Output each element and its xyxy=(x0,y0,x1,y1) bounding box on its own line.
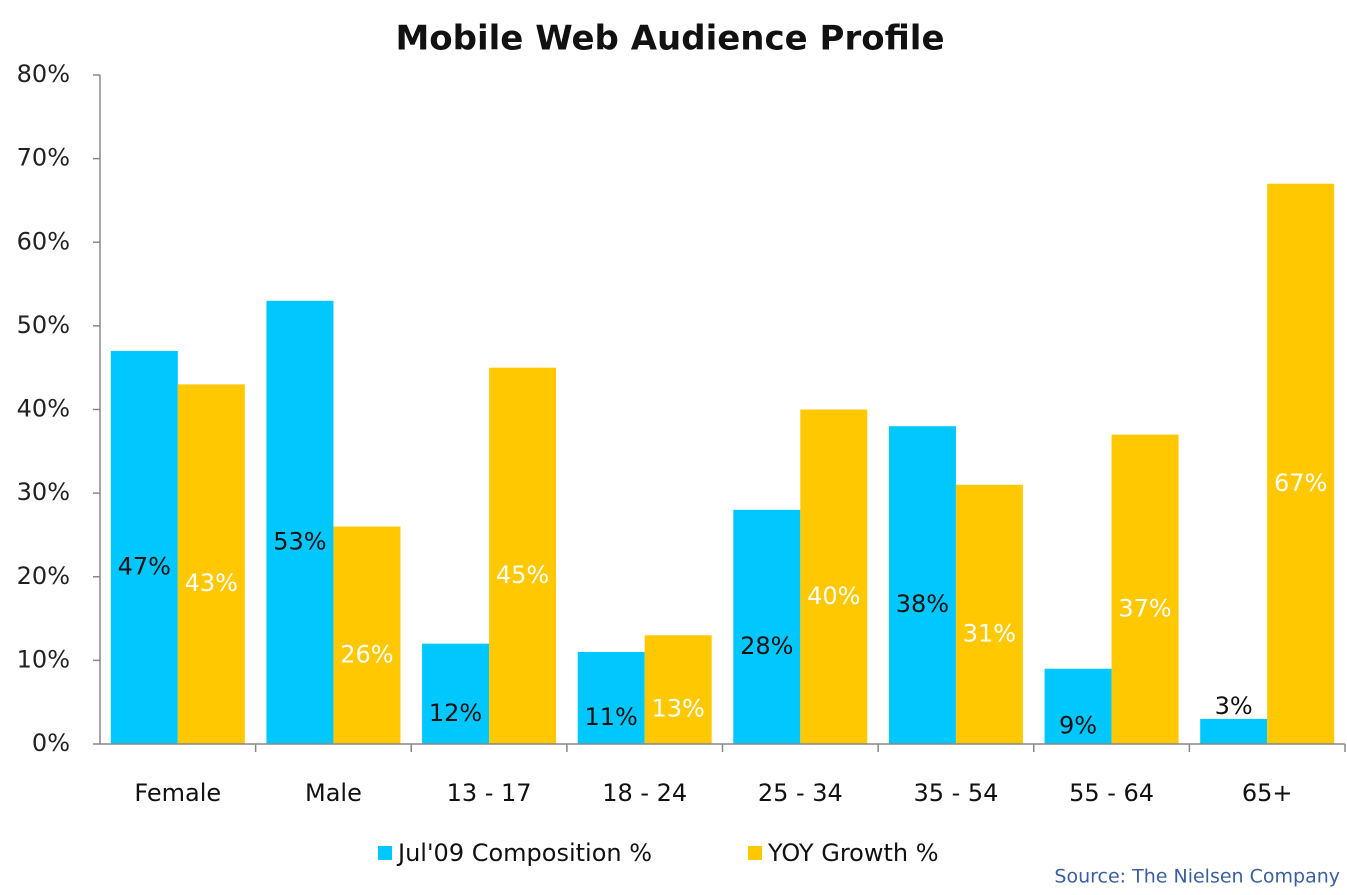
bar xyxy=(733,509,801,744)
bar xyxy=(644,635,712,744)
x-tick-label: 13 - 17 xyxy=(447,779,532,807)
chart-title: Mobile Web Audience Profile xyxy=(395,19,944,59)
x-tick-label: 25 - 34 xyxy=(758,779,843,807)
x-tick-label: Male xyxy=(305,779,362,807)
bar xyxy=(577,652,645,744)
value-label: 9% xyxy=(1059,711,1097,739)
bar xyxy=(888,426,956,744)
value-label: 12% xyxy=(429,699,482,727)
bar xyxy=(1044,668,1112,744)
x-tick-label: 35 - 54 xyxy=(913,779,998,807)
bar xyxy=(800,409,868,744)
y-tick-label: 50% xyxy=(17,311,70,339)
value-label: 53% xyxy=(273,527,326,555)
value-label: 38% xyxy=(896,590,949,618)
bar xyxy=(422,643,490,744)
value-label: 43% xyxy=(185,569,238,597)
y-tick-label: 0% xyxy=(32,729,70,757)
bar xyxy=(955,484,1023,744)
value-label: 37% xyxy=(1118,594,1171,622)
value-label: 3% xyxy=(1215,692,1253,720)
bar xyxy=(266,300,334,744)
legend-label: YOY Growth % xyxy=(767,839,939,867)
value-label: 67% xyxy=(1274,469,1327,497)
y-tick-label: 20% xyxy=(17,562,70,590)
bar xyxy=(489,367,557,744)
bar xyxy=(333,526,401,744)
bar xyxy=(110,350,178,744)
bar xyxy=(1200,718,1268,744)
value-label: 31% xyxy=(963,619,1016,647)
value-label: 28% xyxy=(740,632,793,660)
legend-label: Jul'09 Composition % xyxy=(396,839,652,867)
legend-swatch xyxy=(748,846,762,860)
y-tick-label: 80% xyxy=(17,60,70,88)
legend-swatch xyxy=(378,846,392,860)
y-tick-label: 40% xyxy=(17,395,70,423)
y-tick-label: 30% xyxy=(17,478,70,506)
x-tick-label: 18 - 24 xyxy=(602,779,687,807)
x-tick-label: 65+ xyxy=(1242,779,1293,807)
x-tick-label: 55 - 64 xyxy=(1069,779,1154,807)
value-label: 11% xyxy=(585,703,638,731)
y-tick-label: 10% xyxy=(17,645,70,673)
y-tick-label: 70% xyxy=(17,144,70,172)
value-label: 13% xyxy=(652,695,705,723)
value-label: 47% xyxy=(118,552,171,580)
source: Source: The Nielsen Company xyxy=(1054,866,1340,888)
bar xyxy=(1267,183,1335,744)
bar xyxy=(1111,434,1179,744)
value-label: 26% xyxy=(340,640,393,668)
value-label: 40% xyxy=(807,582,860,610)
bar xyxy=(177,384,245,744)
value-label: 45% xyxy=(496,561,549,589)
x-tick-label: Female xyxy=(134,779,221,807)
y-tick-label: 60% xyxy=(17,227,70,255)
